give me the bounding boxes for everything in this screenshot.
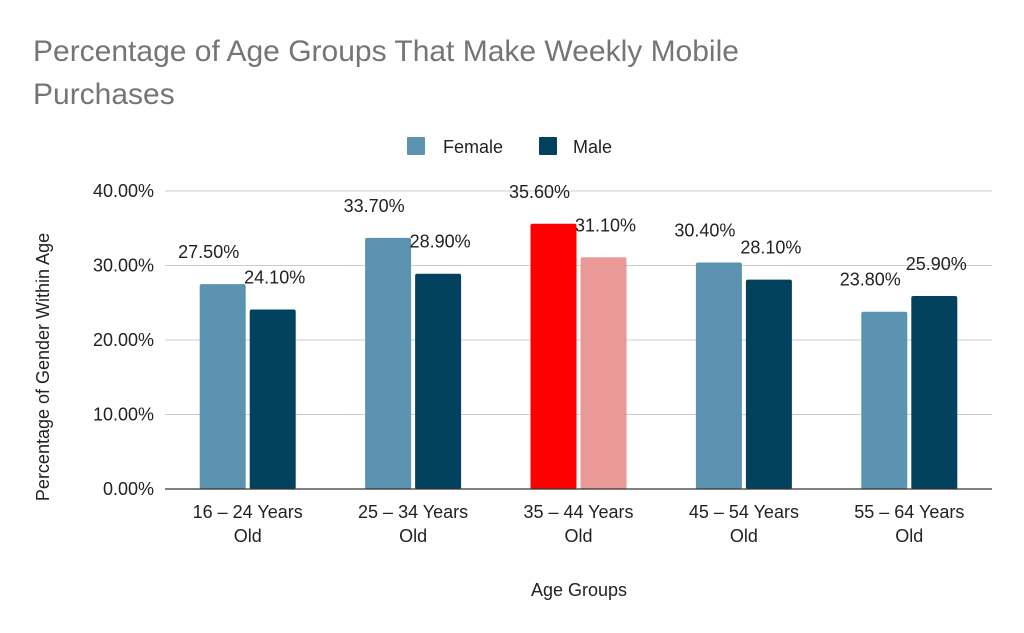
x-tick-label: 25 – 34 Years [358,502,468,522]
data-label-female-4: 30.40% [674,221,735,241]
x-tick-label: Old [730,526,758,546]
data-labels: 27.50%24.10% 33.70%28.90% 35.60%31.10% 30.4… [178,182,967,290]
bars [199,223,958,489]
bar-female-2 [365,237,412,489]
x-tick-label: Old [399,526,427,546]
bar-female-1 [199,284,246,489]
legend-swatch-male [539,137,557,155]
y-tick-label: 20.00% [93,330,154,350]
data-label-male-1: 24.10% [244,267,305,287]
data-label-male-5: 25.90% [906,254,967,274]
bar-male-2 [415,273,462,489]
y-tick-label: 40.00% [93,181,154,201]
legend-swatch-female [407,137,425,155]
data-label-female-3: 35.60% [509,182,570,202]
bar-female-3 [530,223,577,489]
data-label-male-3: 31.10% [575,215,636,235]
data-label-male-2: 28.90% [410,232,471,252]
x-tick-label: 55 – 64 Years [854,502,964,522]
legend: Female Male [407,137,612,157]
data-label-female-5: 23.80% [840,270,901,290]
chart-title-line-1: Percentage of Age Groups That Make Weekl… [33,35,739,68]
legend-label-female: Female [443,137,503,157]
data-label-female-2: 33.70% [344,196,405,216]
x-tick-label: 16 – 24 Years [193,502,303,522]
x-tick-label: Old [895,526,923,546]
y-tick-label: 0.00% [103,479,154,499]
bar-female-4 [695,262,742,489]
data-label-male-4: 28.10% [740,238,801,258]
x-axis-title: Age Groups [531,580,627,600]
bar-female-5 [861,311,908,489]
bar-male-1 [249,309,296,489]
x-tick-label: Old [234,526,262,546]
chart-title-line-2: Purchases [33,78,175,111]
y-tick-label: 30.00% [93,256,154,276]
y-axis-ticks: 0.00% 10.00% 20.00% 30.00% 40.00% [93,181,154,499]
data-label-female-1: 27.50% [178,242,239,262]
x-axis-ticks: 16 – 24 Years Old 25 – 34 Years Old 35 – 44 … [193,502,965,546]
legend-label-male: Male [573,137,612,157]
y-axis-title: Percentage of Gender Within Age [33,233,53,501]
grid-lines [165,190,992,415]
bar-male-3 [580,257,627,489]
x-tick-label: 45 – 54 Years [689,502,799,522]
x-tick-label: Old [564,526,592,546]
x-tick-label: 35 – 44 Years [523,502,633,522]
y-tick-label: 10.00% [93,405,154,425]
bar-male-5 [911,296,958,489]
bar-male-4 [745,279,792,489]
